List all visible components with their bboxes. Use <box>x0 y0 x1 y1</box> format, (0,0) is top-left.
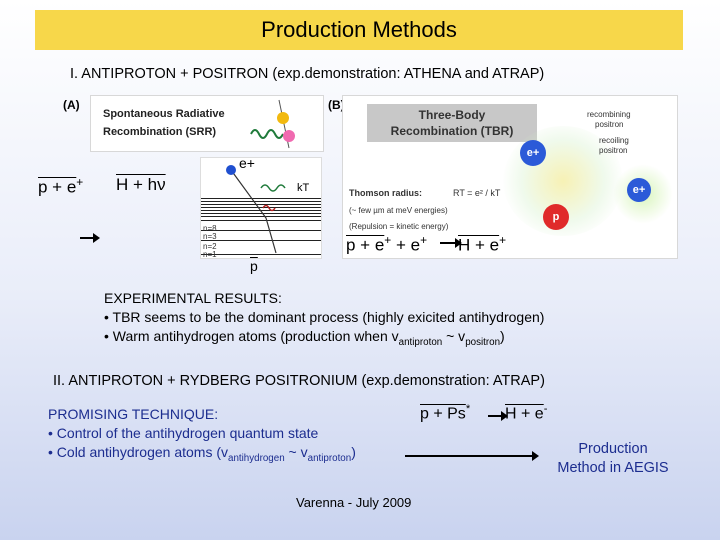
aegis-label: Production Method in AEGIS <box>548 440 678 478</box>
pbar-label: p <box>250 258 258 274</box>
recoiling-label2: positron <box>599 146 628 155</box>
level-n8: n=8 <box>203 224 217 233</box>
recombining-label2: positron <box>595 120 624 129</box>
srr-energy-diagram: n=8 n=3 n=2 n=1 e+ kT <box>200 157 322 259</box>
level-n1: n=1 <box>203 250 217 259</box>
formula-right: p + e+ + e+ <box>346 233 428 255</box>
recoiling-positron-icon: e+ <box>627 178 651 202</box>
arrow-left <box>80 233 100 243</box>
level-n3: n=3 <box>203 232 217 241</box>
recoiling-label: recoiling <box>599 136 629 145</box>
tbr-panel: Three-Body Recombination (TBR) e+ p e+ r… <box>342 95 678 259</box>
promising-technique: PROMISING TECHNIQUE: • Control of the an… <box>48 405 356 468</box>
slide-title: Production Methods <box>35 10 683 50</box>
ps-arrow <box>488 411 508 421</box>
ps-formula-result: H + e- <box>505 403 548 423</box>
exp-line1: • TBR seems to be the dominant process (… <box>104 309 545 325</box>
formula-right-result: H + e+ <box>458 233 507 255</box>
thomson-formula: RT = e² / kT <box>453 188 501 198</box>
srr-title-line2: Recombination (SRR) <box>103 126 217 138</box>
recombining-label: recombining <box>587 110 631 119</box>
exp-heading: EXPERIMENTAL RESULTS: <box>104 290 282 306</box>
srr-kt-label: kT <box>297 182 310 194</box>
photon-emission-icon <box>250 99 295 149</box>
exp-line2: • Warm antihydrogen atoms (production wh… <box>104 328 505 348</box>
arrow-right <box>440 238 462 248</box>
promising-heading: PROMISING TECHNIQUE: <box>48 406 219 422</box>
label-a: (A) <box>63 98 80 112</box>
srr-title-line1: Spontaneous Radiative <box>103 108 225 120</box>
ps-formula: p + Ps* <box>420 403 471 423</box>
label-b: (B) <box>328 98 345 112</box>
experimental-results: EXPERIMENTAL RESULTS: • TBR seems to be … <box>104 289 544 352</box>
repulsion-note: (Repulsion = kinetic energy) <box>349 222 449 231</box>
recombination-path-icon <box>226 165 286 254</box>
aegis-line1: Production <box>578 441 648 457</box>
level-n2: n=2 <box>203 242 217 251</box>
thomson-label: Thomson radius: <box>349 188 423 198</box>
promising-line2: • Cold antihydrogen atoms (vantihydrogen… <box>48 444 356 464</box>
formula-left: p + e+ <box>38 175 84 197</box>
aegis-arrow <box>405 451 539 461</box>
aegis-line2: Method in AEGIS <box>557 460 669 476</box>
tbr-title-line2: Recombination (TBR) <box>390 124 514 138</box>
promising-line1: • Control of the antihydrogen quantum st… <box>48 425 319 441</box>
antiproton-icon: p <box>543 204 569 230</box>
tbr-title-line1: Three-Body <box>418 108 486 122</box>
positron-icon: e+ <box>520 140 546 166</box>
thomson-note: (~ few µm at meV energies) <box>349 206 448 215</box>
section-two-heading: II. ANTIPROTON + RYDBERG POSITRONIUM (ex… <box>53 373 545 389</box>
tbr-title: Three-Body Recombination (TBR) <box>367 104 537 142</box>
formula-mid: H + hν <box>116 175 166 194</box>
section-one-heading: I. ANTIPROTON + POSITRON (exp.demonstrat… <box>70 66 545 82</box>
srr-panel: Spontaneous Radiative Recombination (SRR… <box>90 95 324 152</box>
footer: Varenna - July 2009 <box>296 495 412 510</box>
srr-eplus-label: e+ <box>239 157 255 171</box>
